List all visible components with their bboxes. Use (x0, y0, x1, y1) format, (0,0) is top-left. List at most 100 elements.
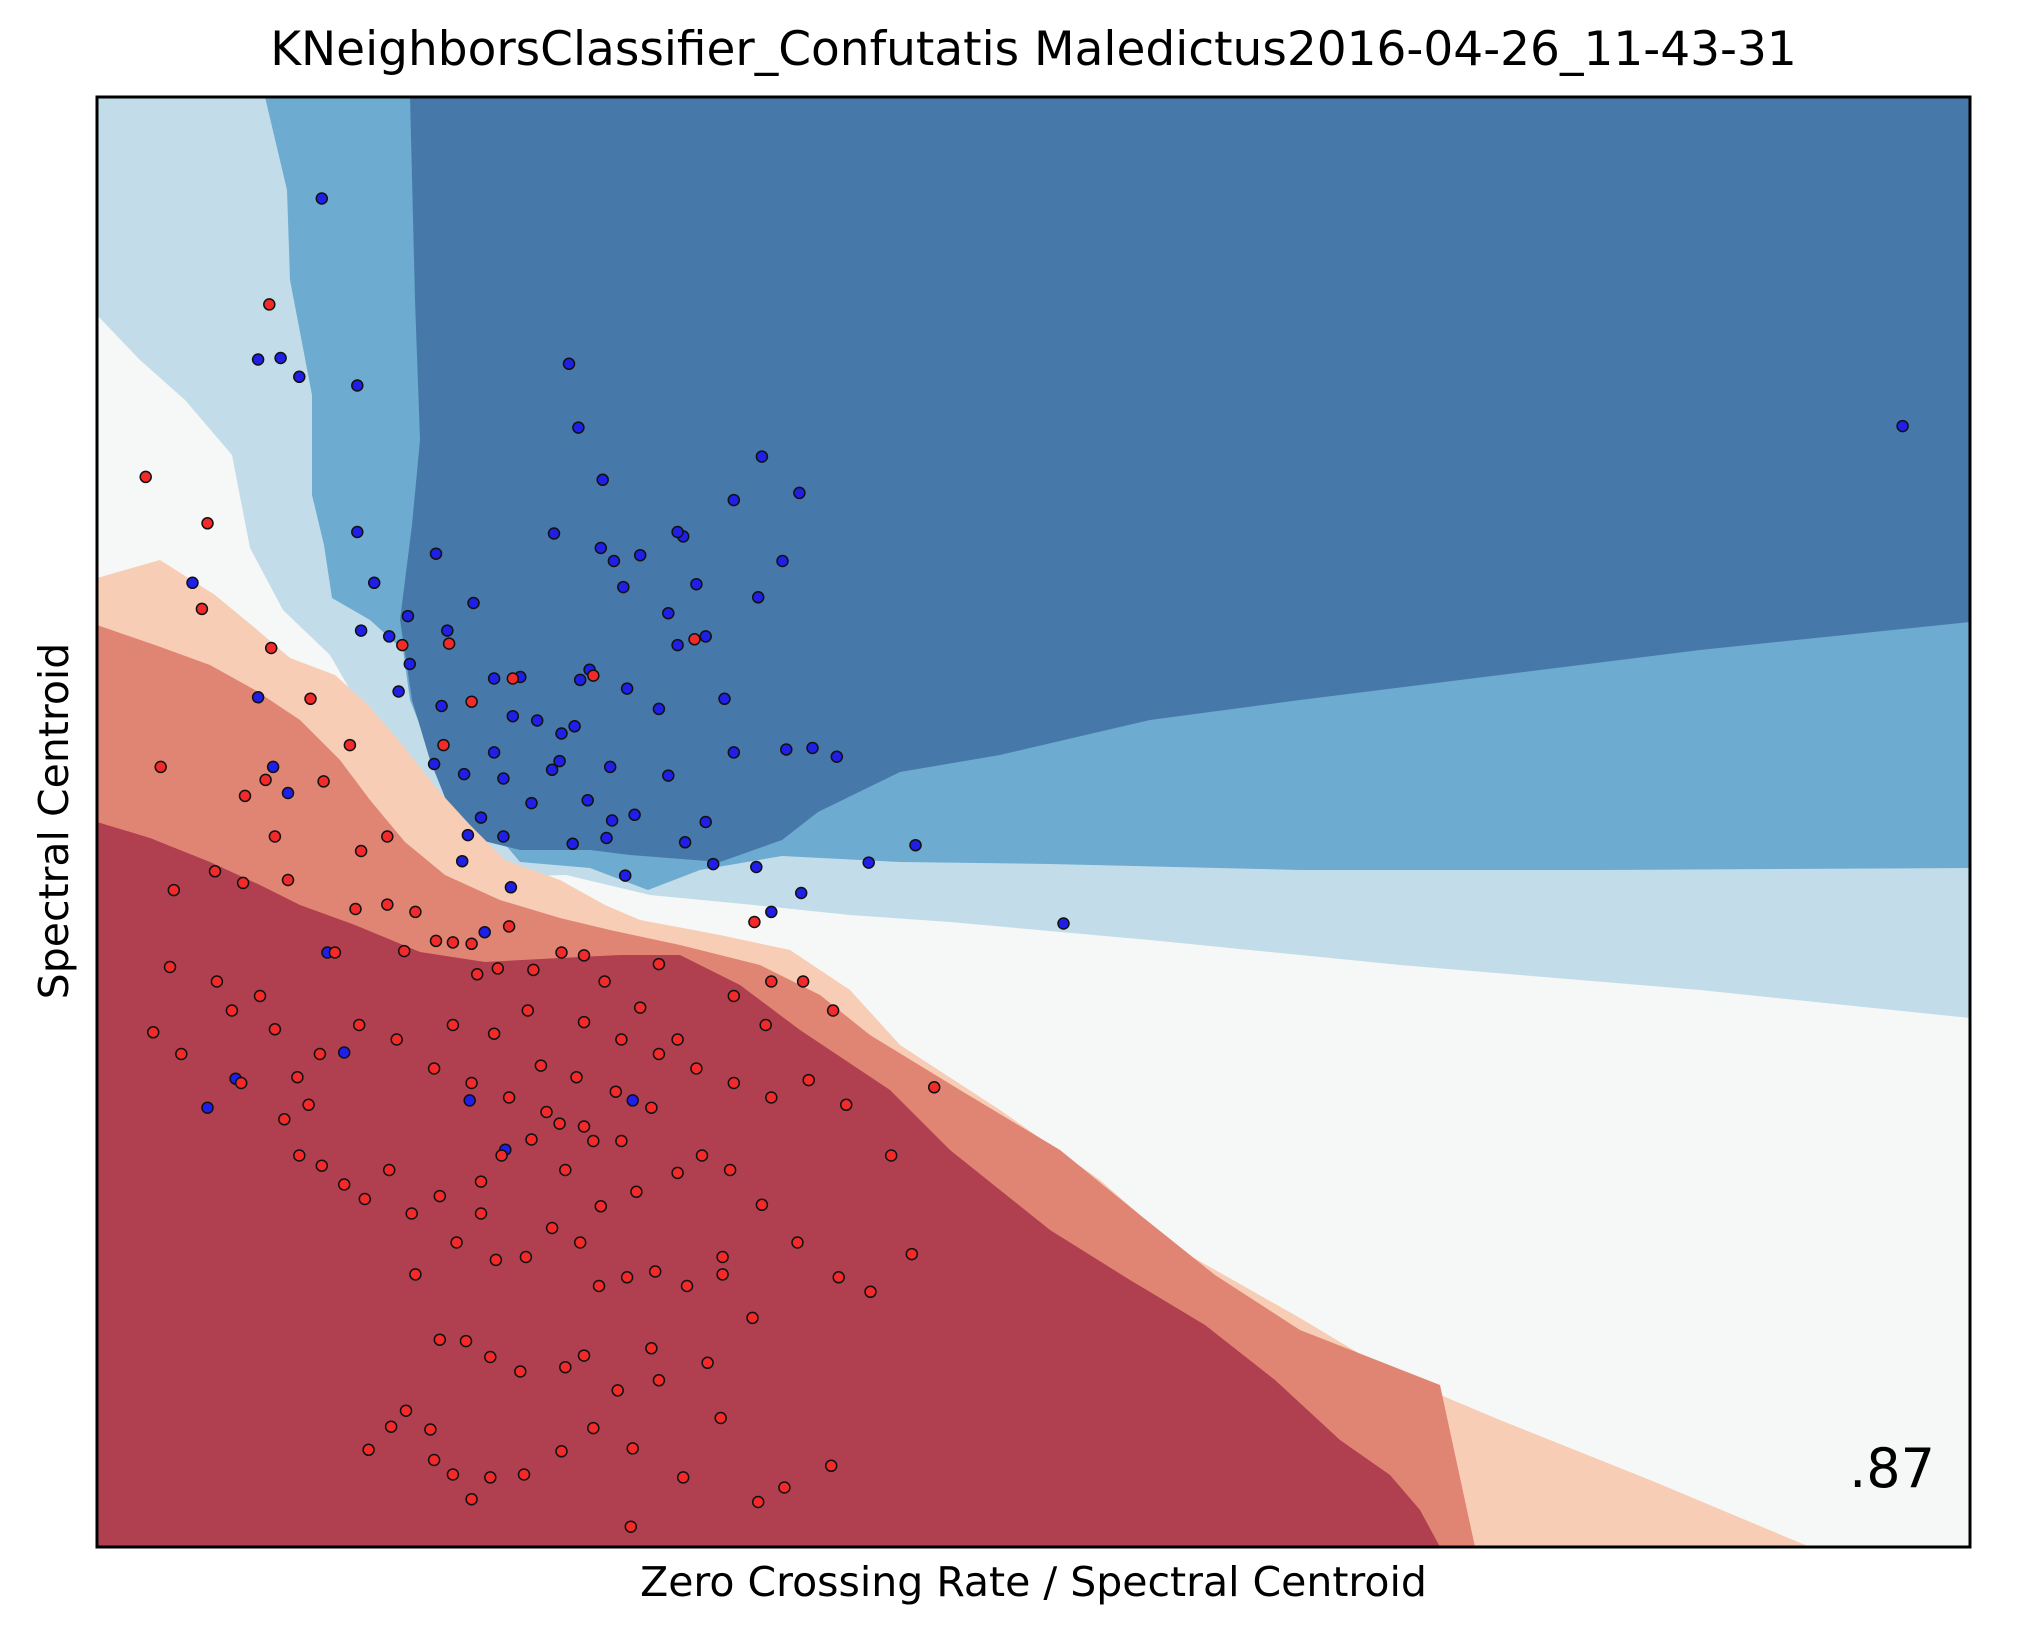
data-point-blue-46 (457, 767, 471, 781)
data-point-blue-24 (793, 486, 806, 500)
data-point-red-73 (519, 1250, 533, 1264)
decision-surface (97, 97, 1970, 1547)
data-point-red-83 (832, 1271, 845, 1284)
data-point-red-128 (723, 1163, 737, 1177)
data-point-red-48 (502, 1091, 516, 1104)
data-point-red-49 (540, 1105, 553, 1119)
data-point-red-74 (545, 1221, 559, 1235)
data-point-red-108 (555, 1445, 568, 1458)
data-point-blue-67 (862, 856, 875, 869)
data-point-red-107 (517, 1468, 531, 1481)
data-point-blue-4 (351, 379, 364, 392)
data-point-blue-8 (367, 576, 381, 590)
data-point-red-75 (573, 1236, 587, 1249)
data-point-red-24 (446, 936, 460, 949)
data-point-red-35 (826, 1004, 840, 1017)
data-point-blue-1 (251, 353, 265, 366)
data-point-blue-73 (504, 881, 518, 894)
data-point-blue-14 (467, 596, 480, 610)
data-point-red-7 (328, 946, 342, 959)
data-point-red-40 (253, 989, 267, 1003)
data-point-blue-71 (266, 760, 280, 774)
score-label: .87 (1849, 1437, 1935, 1500)
data-point-red-94 (652, 1374, 666, 1387)
data-point-red-115 (824, 1459, 838, 1473)
data-point-red-124 (609, 1085, 623, 1098)
data-point-blue-89 (699, 815, 712, 829)
data-point-red-45 (390, 1033, 403, 1046)
data-point-red-67 (382, 1163, 396, 1177)
data-point-blue-39 (699, 630, 712, 643)
data-point-red-63 (293, 1149, 306, 1162)
data-point-red-60 (234, 1076, 248, 1090)
data-point-red-5 (259, 773, 272, 787)
data-point-red-22 (381, 898, 394, 911)
data-point-blue-74 (337, 1046, 351, 1059)
data-point-red-144 (506, 672, 520, 685)
data-point-blue-33 (435, 699, 448, 713)
data-point-red-116 (624, 1520, 638, 1533)
y-axis-label: Spectral Centroid (30, 642, 78, 1000)
data-point-red-87 (433, 1333, 447, 1346)
data-point-red-2 (195, 602, 209, 616)
data-point-blue-64 (750, 860, 763, 874)
data-point-red-150 (201, 517, 214, 530)
data-point-red-72 (489, 1253, 503, 1267)
data-point-red-62 (302, 1098, 315, 1112)
data-point-red-145 (688, 633, 701, 646)
data-point-red-33 (759, 1018, 772, 1032)
data-point-red-59 (927, 1081, 941, 1094)
data-point-red-46 (427, 1062, 441, 1075)
data-point-red-51 (615, 1134, 628, 1148)
data-point-red-90 (514, 1365, 527, 1378)
data-point-red-93 (611, 1384, 624, 1397)
data-point-red-57 (839, 1098, 853, 1112)
data-point-blue-3 (293, 370, 306, 384)
data-point-red-120 (553, 1117, 566, 1130)
data-point-red-114 (778, 1481, 791, 1494)
data-point-blue-17 (633, 548, 647, 562)
data-point-red-6 (268, 830, 282, 843)
data-point-red-134 (521, 1004, 535, 1017)
data-point-red-21 (349, 902, 362, 916)
data-point-red-34 (796, 975, 810, 988)
data-point-red-32 (727, 989, 741, 1003)
data-point-blue-29 (617, 580, 630, 594)
data-point-red-4 (238, 789, 252, 803)
data-point-red-100 (399, 1404, 413, 1417)
data-point-red-53 (690, 1062, 703, 1075)
data-point-blue-48 (545, 763, 559, 777)
data-point-blue-18 (607, 554, 621, 568)
data-point-red-109 (587, 1421, 600, 1435)
data-point-blue-41 (652, 702, 666, 716)
data-point-red-141 (304, 692, 317, 706)
data-point-red-66 (358, 1192, 372, 1206)
data-point-red-16 (163, 960, 177, 974)
data-point-blue-53 (806, 741, 819, 755)
data-point-red-129 (594, 1200, 608, 1213)
data-point-blue-7 (429, 547, 443, 560)
data-point-blue-31 (530, 714, 544, 727)
data-point-red-105 (465, 1492, 478, 1506)
data-point-red-15 (765, 975, 778, 988)
data-point-red-65 (337, 1178, 351, 1191)
data-point-blue-25 (690, 577, 703, 591)
data-point-blue-36 (487, 746, 501, 759)
data-point-blue-85 (555, 727, 568, 740)
data-point-blue-61 (600, 831, 613, 845)
data-point-blue-12 (401, 609, 415, 623)
data-point-red-18 (208, 865, 222, 878)
data-point-blue-20 (596, 473, 609, 487)
data-point-red-139 (317, 775, 330, 788)
data-point-blue-86 (525, 796, 538, 810)
data-point-red-27 (527, 963, 540, 977)
data-point-red-89 (484, 1350, 497, 1364)
data-point-red-54 (727, 1076, 741, 1090)
data-point-red-80 (716, 1250, 729, 1264)
data-point-red-140 (343, 738, 357, 752)
data-point-blue-55 (605, 814, 619, 827)
data-point-red-77 (620, 1271, 634, 1284)
data-point-red-23 (409, 905, 422, 919)
data-point-red-148 (437, 738, 450, 752)
